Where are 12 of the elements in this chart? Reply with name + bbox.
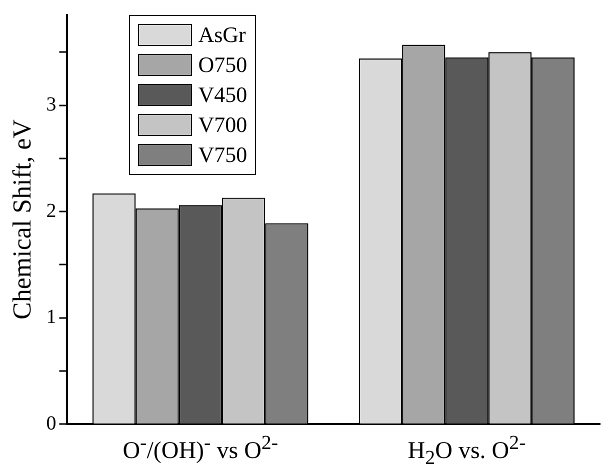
y-tick-label: 2 — [46, 200, 56, 222]
legend-label: V700 — [198, 112, 248, 138]
legend-label: O750 — [198, 52, 248, 78]
x-tick-label: O$^{-}$/(OH)$^{-}$ vs O$^{2-}$ — [122, 432, 278, 465]
x-tick-label: H$_{2}$O vs. O$^{2-}$ — [408, 432, 526, 470]
y-tick-label: 0 — [46, 412, 56, 434]
legend-label: V750 — [198, 142, 248, 168]
y-tick-label: 1 — [46, 306, 56, 328]
legend-label: AsGr — [198, 22, 246, 48]
y-axis-title: Chemical Shift, eV — [7, 119, 36, 320]
legend-label: V450 — [198, 82, 248, 108]
y-tick-label: 3 — [46, 94, 56, 116]
